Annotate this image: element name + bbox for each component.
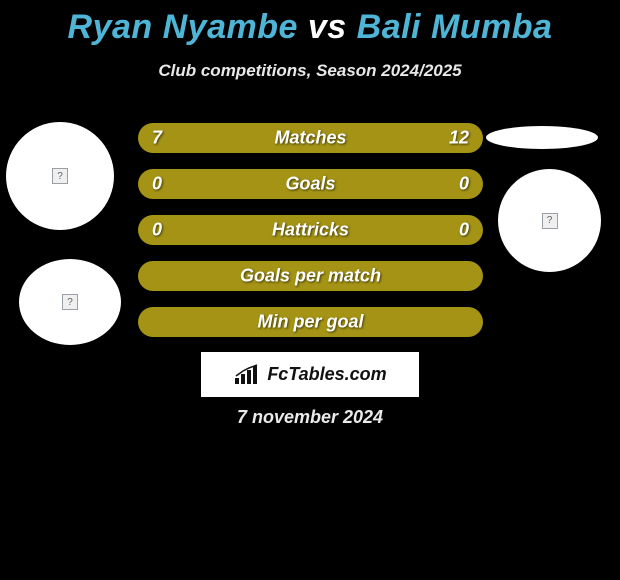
player-1-name: Ryan Nyambe	[68, 8, 298, 46]
stat-row: 0 0 Goals	[138, 169, 483, 199]
stat-seg-right	[311, 169, 484, 199]
stat-value-left: 0	[152, 220, 162, 241]
stat-row: 0 0 Hattricks	[138, 215, 483, 245]
brand-chart-icon	[233, 364, 261, 386]
stat-value-left: 7	[152, 128, 162, 149]
player-2-club-logo	[486, 126, 598, 149]
stat-label: Hattricks	[272, 220, 349, 241]
player-2-photo: ?	[498, 169, 601, 272]
subtitle: Club competitions, Season 2024/2025	[0, 61, 620, 81]
stat-row: 7 12 Matches	[138, 123, 483, 153]
stat-label: Matches	[274, 128, 346, 149]
stat-value-right: 12	[449, 128, 469, 149]
stat-row: Goals per match	[138, 261, 483, 291]
brand-box: FcTables.com	[201, 352, 419, 397]
stat-row: Min per goal	[138, 307, 483, 337]
page-title: Ryan Nyambe vs Bali Mumba	[0, 0, 620, 47]
stat-value-left: 0	[152, 174, 162, 195]
stat-value-right: 0	[459, 220, 469, 241]
broken-image-icon: ?	[542, 213, 558, 229]
broken-image-icon: ?	[52, 168, 68, 184]
vs-label: vs	[308, 8, 347, 46]
player-1-photo: ?	[6, 122, 114, 230]
brand-label: FcTables.com	[267, 364, 386, 385]
date-label: 7 november 2024	[0, 407, 620, 428]
player-1-club-logo: ?	[19, 259, 121, 345]
stat-label: Goals	[285, 174, 335, 195]
stat-label: Min per goal	[257, 312, 363, 333]
stats-container: 7 12 Matches 0 0 Goals 0 0 Hattricks Goals per ma…	[138, 123, 483, 353]
broken-image-icon: ?	[62, 294, 78, 310]
player-2-name: Bali Mumba	[357, 8, 553, 46]
stat-value-right: 0	[459, 174, 469, 195]
stat-label: Goals per match	[240, 266, 381, 287]
